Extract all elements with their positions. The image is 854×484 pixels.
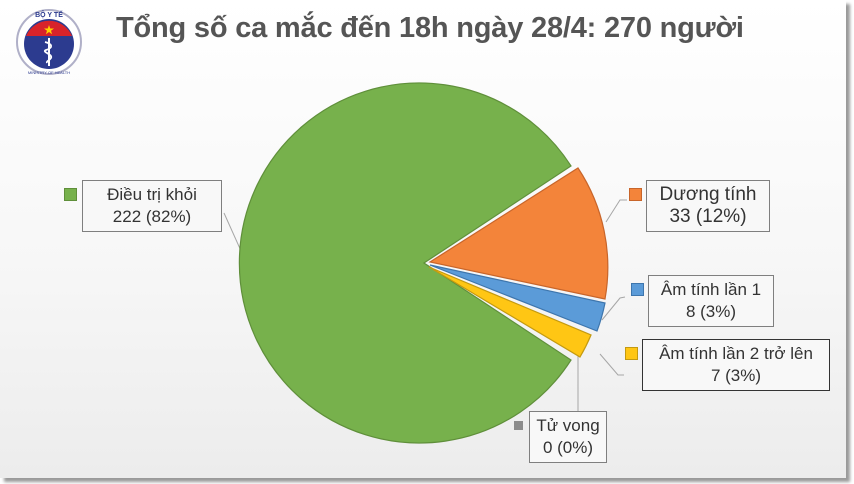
label-dieu-tri-khoi: Điều trị khỏi 222 (82%) [82,180,222,232]
chart-title: Tổng số ca mắc đến 18h ngày 28/4: 270 ng… [116,12,744,44]
label-tu-vong: Tử vong 0 (0%) [529,411,607,463]
svg-text:BỘ Y TẾ: BỘ Y TẾ [35,9,63,19]
swatch-am-tinh-lan-2 [625,347,638,360]
slice-am-tinh-lan-2[interactable] [428,266,592,358]
label-duong-tinh: Dương tính 33 (12%) [646,180,770,232]
swatch-am-tinh-lan-1 [631,283,644,296]
svg-text:MINISTRY OF HEALTH: MINISTRY OF HEALTH [28,70,70,75]
label-am-tinh-lan-1: Âm tính lần 1 8 (3%) [648,275,774,327]
swatch-dieu-tri-khoi [64,188,77,201]
ministry-of-health-logo: BỘ Y TẾ MINISTRY OF HEALTH [16,9,82,75]
swatch-tu-vong [514,421,523,430]
slice-am-tinh-lan-1[interactable] [429,264,606,332]
slice-duong-tinh[interactable] [428,167,609,300]
slice-dieu-tri-khoi[interactable] [238,82,572,444]
swatch-duong-tinh [629,188,642,201]
label-am-tinh-lan-2: Âm tính lần 2 trở lên 7 (3%) [642,339,830,391]
